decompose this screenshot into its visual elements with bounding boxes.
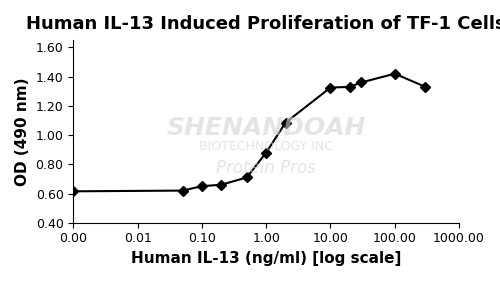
Text: SHENANDOAH: SHENANDOAH — [166, 116, 366, 140]
Title: Human IL-13 Induced Proliferation of TF-1 Cells: Human IL-13 Induced Proliferation of TF-… — [26, 15, 500, 33]
Text: BIOTECHNOLOGY INC: BIOTECHNOLOGY INC — [199, 140, 333, 153]
Text: Protein Pros: Protein Pros — [216, 159, 316, 177]
X-axis label: Human IL-13 (ng/ml) [log scale]: Human IL-13 (ng/ml) [log scale] — [131, 251, 402, 266]
Y-axis label: OD (490 nm): OD (490 nm) — [15, 77, 30, 186]
